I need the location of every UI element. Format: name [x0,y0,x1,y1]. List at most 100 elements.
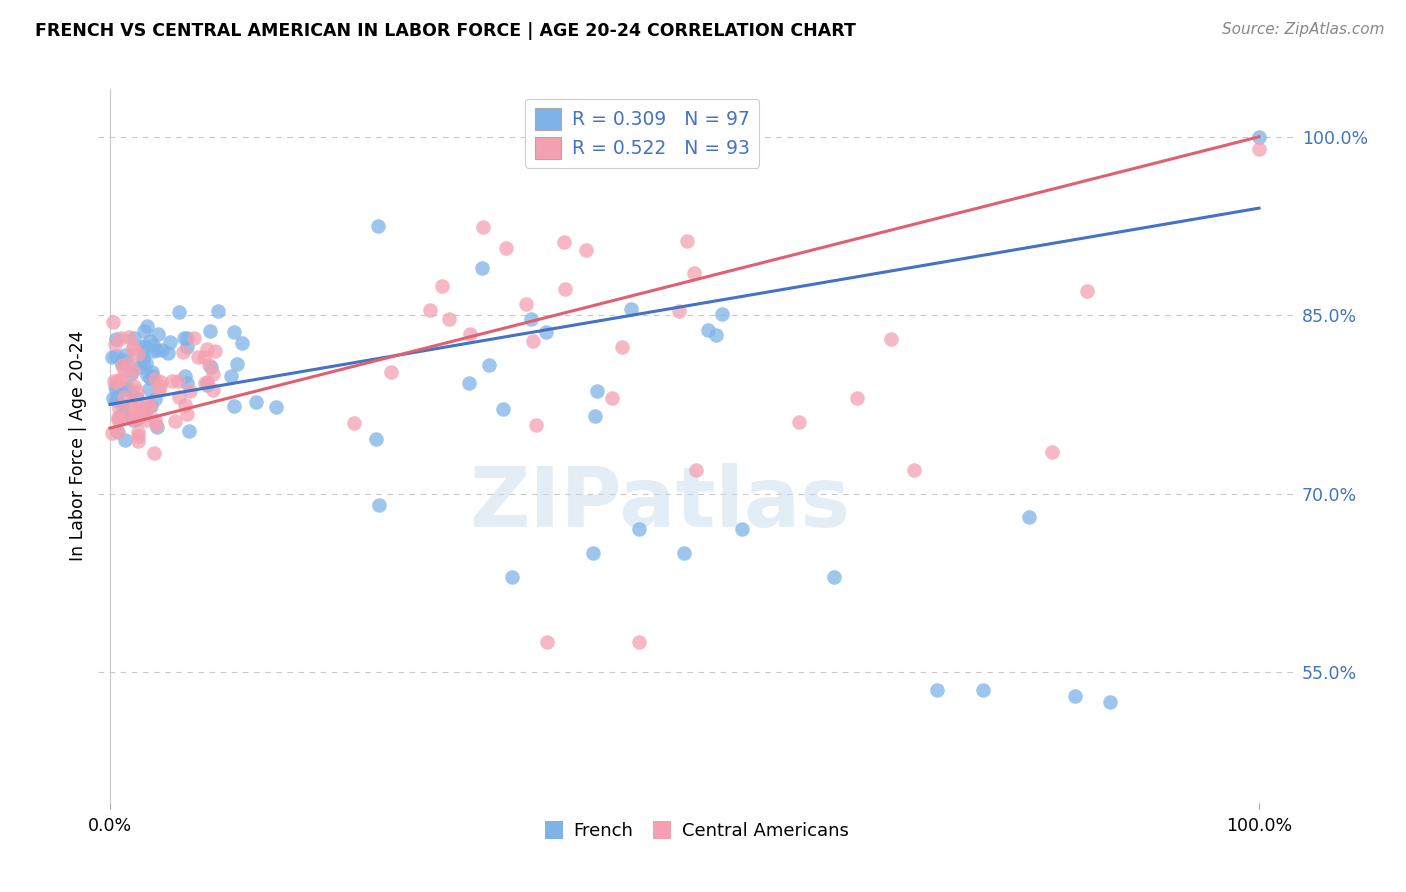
Point [173,331,195,345]
Point [150,343,173,357]
Point [111,359,134,373]
Point [101,315,124,329]
Text: ZIPatlas: ZIPatlas [470,463,851,543]
Point [627,635,650,649]
Point [419,303,441,318]
Point [342,416,364,430]
Point [165,413,187,427]
Point [145,420,167,434]
Point [430,278,453,293]
Point [553,235,575,249]
Point [207,304,229,318]
Point [105,425,128,439]
Point [706,328,728,343]
Point [101,425,124,440]
Point [114,382,136,396]
Point [172,345,194,359]
Point [231,335,253,350]
Text: Source: ZipAtlas.com: Source: ZipAtlas.com [1222,22,1385,37]
Point [108,373,131,387]
Point [927,682,949,697]
Point [586,384,609,398]
Point [127,347,149,361]
Point [121,385,143,400]
Point [179,424,201,438]
Point [1064,689,1087,703]
Point [169,305,191,319]
Point [136,368,159,382]
Point [471,261,494,276]
Point [114,348,136,362]
Point [114,409,136,423]
Point [125,391,148,405]
Point [148,383,170,397]
Point [112,390,135,404]
Point [149,378,172,392]
Point [122,340,145,354]
Point [117,358,139,372]
Point [162,374,184,388]
Point [142,344,165,359]
Point [583,409,606,423]
Point [134,324,156,338]
Point [122,413,145,427]
Point [789,415,811,429]
Point [134,405,156,419]
Point [823,570,845,584]
Point [143,372,166,386]
Point [202,384,225,398]
Point [520,311,543,326]
Point [174,368,197,383]
Point [128,398,150,412]
Point [104,337,127,351]
Point [139,399,162,413]
Point [676,234,699,248]
Point [1098,695,1121,709]
Point [132,339,155,353]
Point [122,378,145,392]
Point [380,365,402,379]
Point [104,375,127,389]
Point [368,498,391,512]
Point [100,350,122,364]
Point [682,265,704,279]
Point [195,378,218,392]
Point [204,344,226,359]
Point [179,384,201,398]
Point [117,356,139,370]
Point [491,402,513,417]
Point [495,241,517,255]
Point [136,318,159,333]
Point [112,400,135,414]
Point [122,343,145,357]
Point [105,350,128,364]
Point [367,219,389,233]
Point [222,399,245,413]
Point [132,340,155,354]
Point [141,365,163,379]
Point [122,411,145,425]
Point [198,324,221,338]
Point [880,332,903,346]
Point [157,345,180,359]
Point [135,413,157,427]
Point [1247,142,1270,156]
Point [105,378,128,392]
Point [200,359,222,374]
Point [141,368,163,383]
Point [111,408,134,422]
Point [534,326,557,340]
Point [176,376,198,391]
Y-axis label: In Labor Force | Age 20-24: In Labor Force | Age 20-24 [69,331,87,561]
Point [176,339,198,353]
Point [201,367,224,381]
Point [176,331,198,345]
Point [515,297,537,311]
Point [668,304,690,318]
Point [142,338,165,352]
Point [101,391,124,405]
Point [146,326,169,341]
Point [107,411,129,425]
Point [127,425,149,439]
Point [120,368,142,382]
